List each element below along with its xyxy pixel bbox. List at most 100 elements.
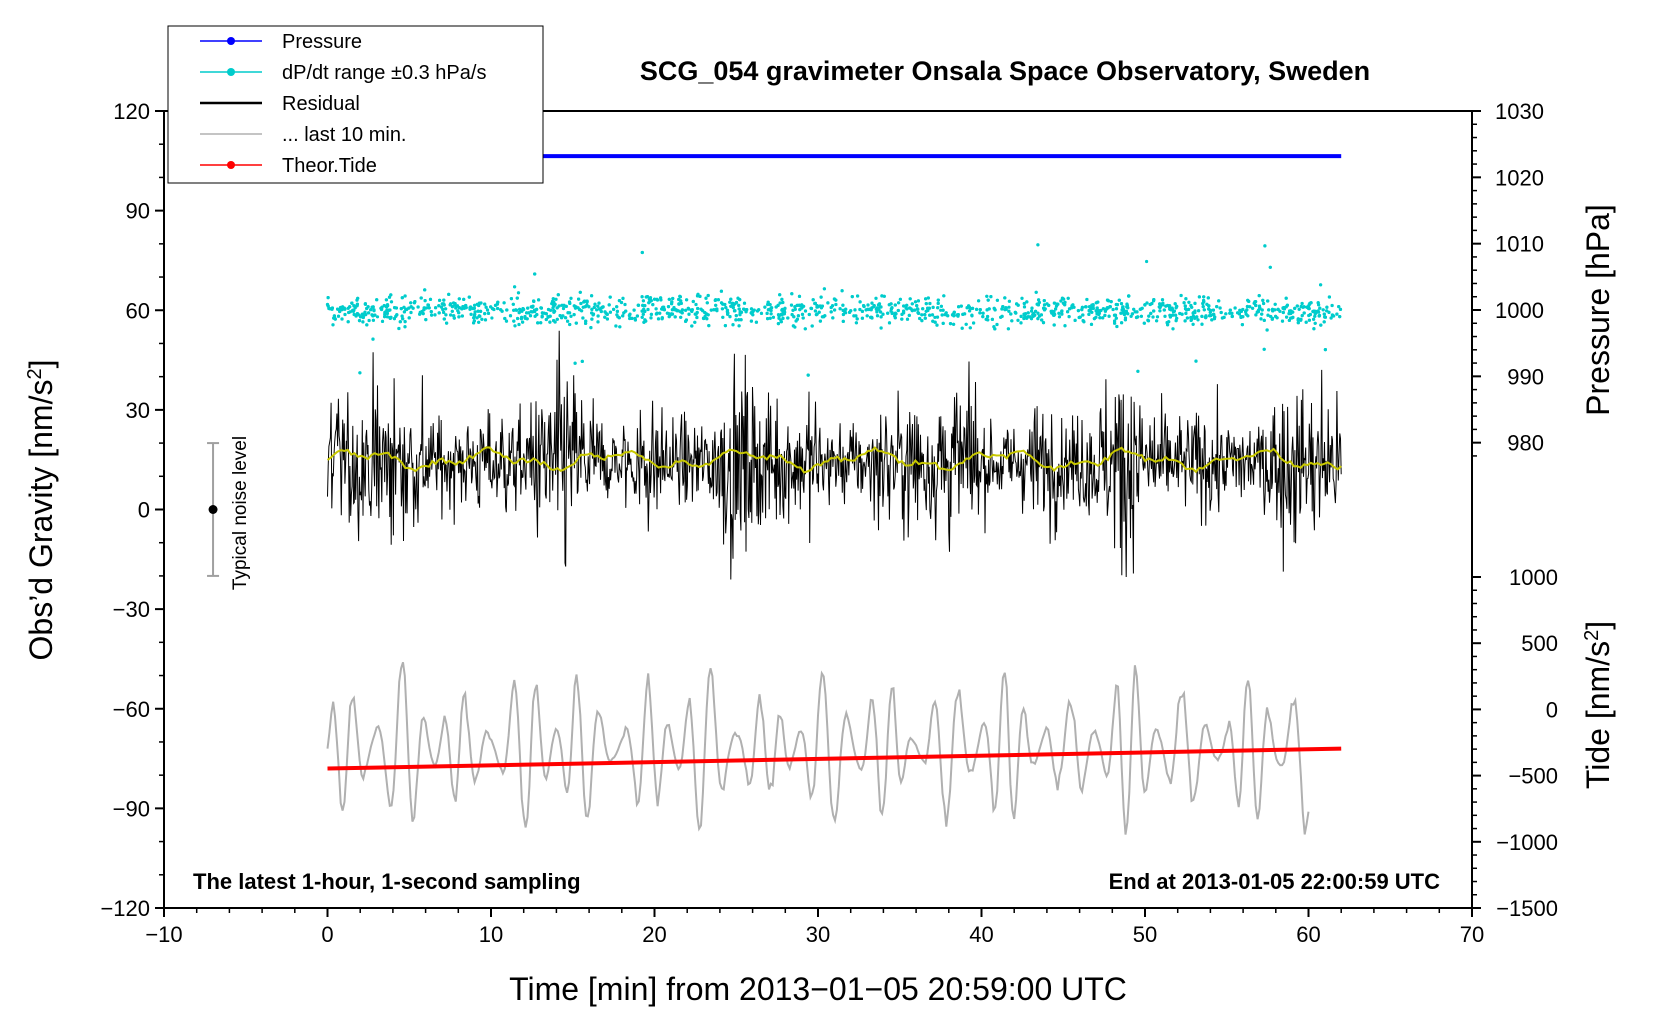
dpdt-dot [1090, 310, 1094, 314]
dpdt-dot [852, 314, 856, 318]
dpdt-dot [918, 316, 922, 321]
dpdt-dot [739, 318, 743, 322]
dpdt-dot [654, 312, 659, 316]
dpdt-dot [1171, 327, 1175, 331]
dpdt-dot [1036, 311, 1040, 315]
dpdt-dot [1329, 316, 1333, 320]
dpdt-dot [1281, 310, 1285, 315]
dpdt-dot [1034, 290, 1038, 294]
dpdt-dot [1085, 297, 1089, 302]
dpdt-dot [557, 304, 561, 308]
dpdt-dot [790, 292, 794, 296]
dpdt-dot [1194, 359, 1198, 363]
dpdt-dot [726, 312, 730, 316]
dpdt-dot [433, 313, 437, 317]
dpdt-dot [476, 309, 480, 313]
dpdt-dot [339, 305, 343, 310]
dpdt-dot [1170, 307, 1174, 311]
dpdt-dot [403, 320, 407, 324]
dpdt-dot [327, 306, 331, 311]
dpdt-dot [776, 322, 781, 326]
dpdt-dot [833, 308, 837, 312]
dpdt-dot [1245, 304, 1249, 309]
dpdt-dot [455, 304, 460, 308]
dpdt-dot [733, 302, 737, 306]
dpdt-dot [995, 298, 1000, 302]
dpdt-dot [452, 301, 456, 305]
dpdt-dot [684, 308, 688, 312]
dpdt-dot [1337, 305, 1341, 309]
dpdt-dot [1322, 320, 1326, 324]
dpdt-dot [348, 305, 352, 309]
dpdt-dot [1257, 294, 1261, 298]
dpdt-dot [928, 301, 932, 306]
dpdt-dot [936, 306, 940, 310]
dpdt-dot [513, 285, 517, 289]
dpdt-dot [737, 324, 741, 328]
dpdt-dot [460, 307, 464, 311]
dpdt-dot [1312, 317, 1316, 321]
dpdt-dot [968, 326, 972, 330]
dpdt-dot [1218, 306, 1222, 310]
dpdt-dot [930, 313, 935, 317]
dpdt-dot [528, 314, 533, 318]
dpdt-dot [879, 310, 883, 314]
dpdt-dot [1228, 308, 1232, 312]
dpdt-dot [1271, 309, 1275, 313]
dpdt-dot [1280, 319, 1285, 323]
dpdt-dot [1094, 301, 1098, 305]
dpdt-dot [1031, 314, 1035, 318]
dpdt-dot [1115, 303, 1119, 307]
dpdt-dot [387, 295, 392, 299]
dpdt-dot [1036, 317, 1040, 321]
dpdt-dot [662, 307, 666, 312]
residual-line [327, 330, 1342, 580]
dpdt-dot [707, 324, 711, 328]
dpdt-dot [1113, 319, 1117, 323]
dpdt-dot [935, 323, 939, 327]
dpdt-dot [1330, 303, 1334, 308]
dpdt-dot [640, 250, 644, 255]
dpdt-dot [716, 298, 721, 302]
dpdt-dot [480, 317, 484, 321]
dpdt-dot [486, 311, 491, 315]
dpdt-dot [1030, 306, 1034, 310]
dpdt-dot [731, 323, 735, 327]
dpdt-dot [796, 314, 801, 318]
dpdt-dot [1307, 307, 1311, 311]
dpdt-dot [1319, 283, 1323, 287]
dpdt-dot [1197, 295, 1201, 299]
dpdt-dot [902, 304, 906, 308]
dpdt-dot [1173, 302, 1177, 306]
dpdt-dot [1289, 311, 1293, 316]
dpdt-dot [1304, 320, 1308, 324]
dpdt-dot [659, 296, 663, 300]
dpdt-dot [1155, 315, 1160, 319]
dpdt-dot [684, 318, 689, 322]
dpdt-dot [592, 305, 596, 309]
dpdt-dot [696, 292, 700, 296]
dpdt-dot [1207, 304, 1211, 308]
pressure-tick-label: 1000 [1495, 298, 1544, 323]
dpdt-dot [1207, 307, 1211, 311]
dpdt-dot [627, 313, 632, 318]
dpdt-dot [916, 307, 920, 311]
dpdt-dot [1007, 305, 1011, 309]
dpdt-dot [656, 317, 661, 321]
dpdt-dot [771, 315, 776, 319]
dpdt-dot [590, 311, 594, 315]
y-axis-label-tide: Tide [nm/s2] [1580, 621, 1616, 789]
dpdt-dot [409, 301, 413, 305]
dpdt-dot [1230, 314, 1234, 319]
dpdt-dot [1029, 317, 1034, 321]
dpdt-dot [1266, 299, 1270, 303]
dpdt-dot [935, 315, 940, 319]
dpdt-dot [395, 313, 399, 317]
dpdt-dot [569, 314, 573, 318]
dpdt-dot [673, 315, 677, 319]
dpdt-dot [1117, 298, 1121, 302]
dpdt-dot [1193, 309, 1197, 313]
dpdt-dot [660, 317, 664, 321]
y-tick-label: 120 [113, 99, 150, 124]
pressure-tick-label: 1030 [1495, 99, 1544, 124]
